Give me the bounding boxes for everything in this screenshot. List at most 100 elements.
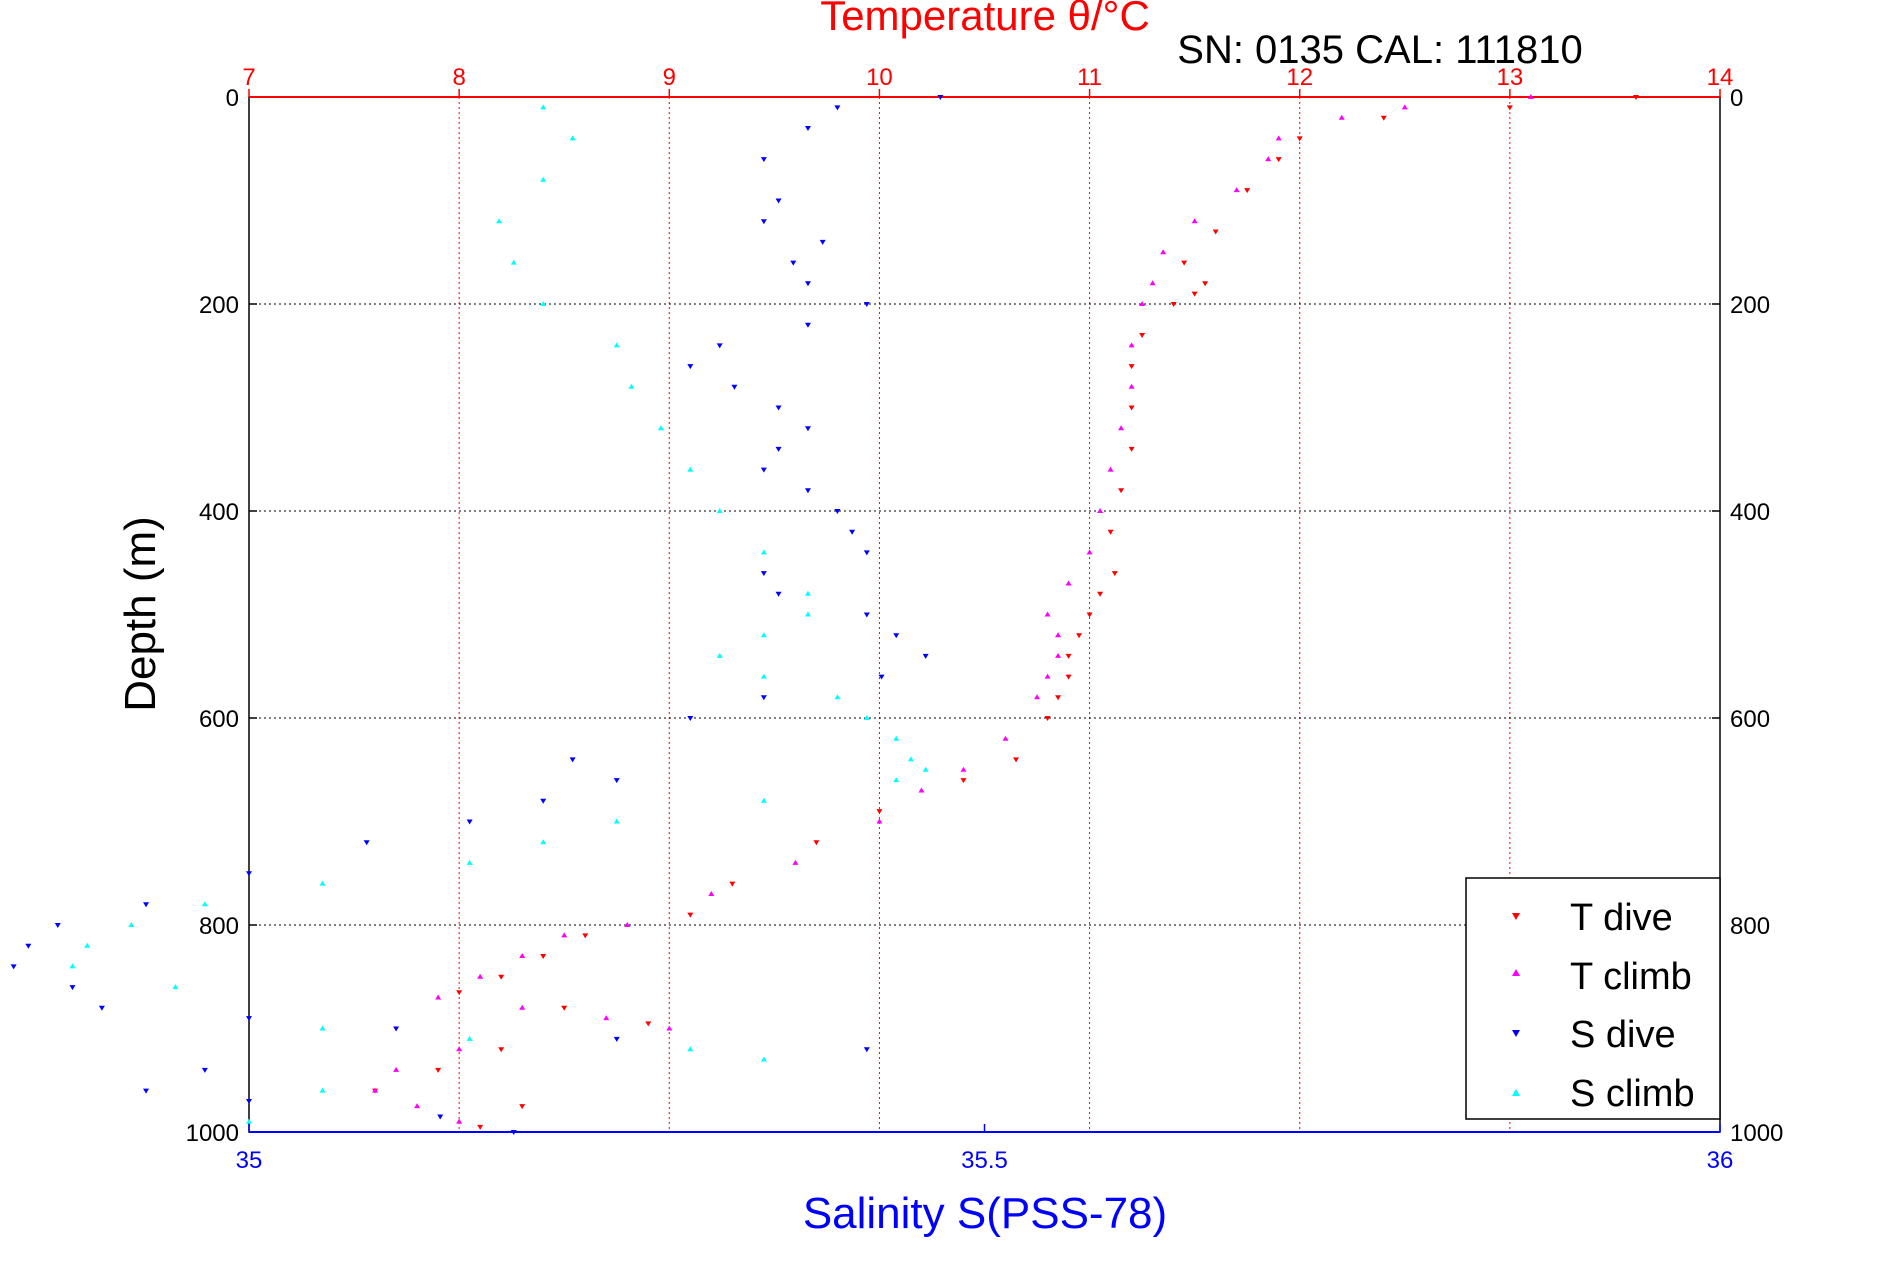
- temperature-tick-label: 8: [452, 64, 465, 91]
- data-point: [1233, 187, 1240, 193]
- data-point: [84, 942, 91, 948]
- data-point: [172, 984, 179, 990]
- data-point: [1338, 114, 1345, 120]
- legend: T dive T climb S dive S climb: [1465, 877, 1721, 1120]
- data-point: [716, 343, 723, 349]
- data-point: [201, 1067, 208, 1073]
- legend-item-s-climb: S climb: [1512, 1073, 1695, 1115]
- data-point: [1002, 735, 1009, 741]
- data-point: [1118, 425, 1125, 431]
- data-point: [246, 871, 252, 877]
- data-point: [760, 571, 767, 577]
- depth-tick-label-right: 800: [1730, 913, 1770, 940]
- data-point: [569, 757, 576, 763]
- data-point: [498, 1047, 505, 1053]
- data-point: [540, 301, 547, 306]
- data-point: [519, 1104, 526, 1110]
- data-point: [540, 954, 547, 960]
- temperature-tick-label: 9: [663, 64, 676, 91]
- data-point: [907, 756, 914, 762]
- data-point: [687, 716, 694, 721]
- data-point: [731, 384, 738, 390]
- data-point: [477, 1124, 484, 1130]
- data-point: [863, 302, 870, 307]
- data-point: [582, 933, 589, 939]
- data-point: [775, 405, 782, 411]
- data-point: [393, 1026, 400, 1032]
- data-point: [876, 818, 883, 824]
- data-point: [960, 778, 967, 784]
- data-point: [1128, 342, 1135, 348]
- data-point: [834, 105, 841, 111]
- data-marks: [10, 94, 1639, 1135]
- data-point: [466, 819, 473, 825]
- data-point: [519, 953, 526, 959]
- data-point: [687, 912, 694, 918]
- depth-tick-label-right: 1000: [1730, 1120, 1783, 1147]
- legend-marker-t-climb: [1512, 969, 1520, 976]
- data-point: [1128, 364, 1135, 370]
- data-point: [1380, 115, 1387, 121]
- data-point: [613, 342, 620, 348]
- data-point: [466, 859, 473, 865]
- legend-item-t-dive: T dive: [1512, 897, 1673, 939]
- temperature-tick-label: 7: [242, 64, 255, 91]
- depth-tick-label-left: 1000: [186, 1120, 239, 1147]
- data-point: [1275, 157, 1282, 163]
- data-point: [1296, 136, 1303, 142]
- data-point: [760, 632, 767, 638]
- data-point: [863, 1047, 870, 1053]
- data-point: [804, 426, 811, 432]
- data-point: [10, 964, 17, 970]
- data-point: [628, 383, 635, 389]
- data-point: [1181, 260, 1188, 266]
- data-point: [716, 652, 723, 658]
- depth-tick-label-right: 400: [1730, 499, 1770, 526]
- data-point: [1107, 529, 1114, 535]
- data-point: [519, 1004, 526, 1010]
- temperature-tick-label: 14: [1707, 64, 1734, 91]
- legend-marker-s-climb: [1512, 1089, 1520, 1096]
- data-point: [98, 1005, 105, 1011]
- data-point: [775, 591, 782, 597]
- data-point: [687, 364, 694, 370]
- legend-box: [1465, 877, 1721, 1120]
- salinity-tick-label: 35: [236, 1147, 263, 1174]
- data-point: [372, 1087, 379, 1093]
- salinity-tick-label: 36: [1707, 1147, 1734, 1174]
- data-point: [1086, 549, 1093, 555]
- data-point: [540, 104, 547, 110]
- data-point: [69, 963, 76, 969]
- temperature-tick-label: 12: [1286, 64, 1313, 91]
- temperature-tick-label: 10: [866, 64, 893, 91]
- data-point: [687, 1046, 694, 1052]
- data-point: [143, 902, 150, 908]
- data-point: [1128, 446, 1135, 452]
- depth-tick-label-left: 0: [226, 85, 239, 112]
- legend-label-s-climb: S climb: [1570, 1073, 1695, 1115]
- depth-tick-label-right: 200: [1730, 292, 1770, 319]
- data-point: [1149, 280, 1156, 286]
- data-point: [1401, 104, 1408, 110]
- data-point: [1034, 694, 1041, 700]
- data-point: [456, 1046, 463, 1052]
- data-point: [1044, 716, 1051, 721]
- data-point: [1097, 591, 1104, 597]
- data-point: [804, 611, 811, 617]
- data-point: [1055, 632, 1062, 638]
- data-point: [603, 1015, 610, 1021]
- data-point: [561, 1005, 568, 1011]
- data-point: [775, 446, 782, 452]
- data-point: [813, 840, 820, 846]
- data-point: [201, 901, 208, 907]
- data-point: [1506, 105, 1513, 111]
- data-point: [540, 176, 547, 182]
- data-point: [760, 467, 767, 473]
- data-point: [878, 674, 885, 680]
- data-point: [760, 1056, 767, 1062]
- depth-tick-label-left: 400: [199, 499, 239, 526]
- depth-tick-label-right: 0: [1730, 85, 1743, 112]
- data-point: [893, 633, 900, 639]
- data-point: [760, 797, 767, 803]
